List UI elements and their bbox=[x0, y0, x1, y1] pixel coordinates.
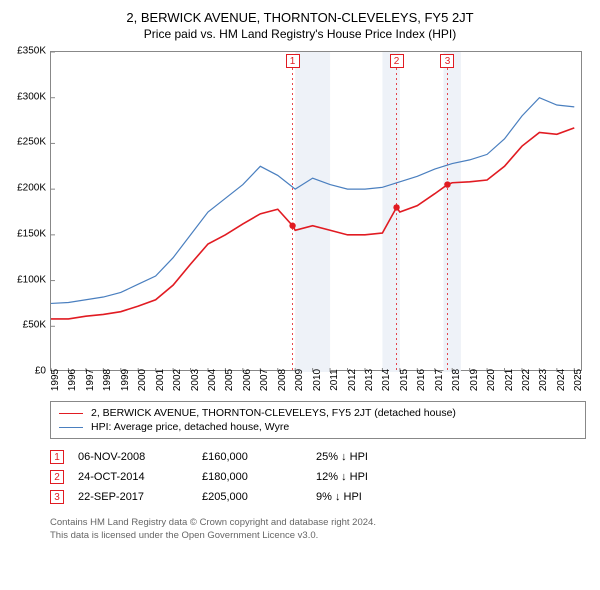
x-tick-label: 2004 bbox=[207, 369, 218, 391]
y-tick-label: £350K bbox=[17, 46, 46, 57]
y-tick-label: £200K bbox=[17, 183, 46, 194]
legend-swatch bbox=[59, 413, 83, 414]
x-tick-label: 2010 bbox=[312, 369, 323, 391]
legend-item: HPI: Average price, detached house, Wyre bbox=[59, 420, 577, 434]
x-tick-label: 2016 bbox=[416, 369, 427, 391]
x-tick-label: 2014 bbox=[381, 369, 392, 391]
event-date: 22-SEP-2017 bbox=[78, 491, 188, 503]
x-tick-label: 2001 bbox=[155, 369, 166, 391]
x-tick-label: 2021 bbox=[504, 369, 515, 391]
x-tick-label: 2008 bbox=[277, 369, 288, 391]
event-row: 1 06-NOV-2008 £160,000 25% ↓ HPI bbox=[50, 447, 586, 467]
y-tick-label: £50K bbox=[23, 320, 46, 331]
legend: 2, BERWICK AVENUE, THORNTON-CLEVELEYS, F… bbox=[50, 401, 586, 439]
legend-swatch bbox=[59, 427, 83, 428]
legend-label: HPI: Average price, detached house, Wyre bbox=[91, 421, 289, 433]
event-marker-3: 3 bbox=[440, 54, 454, 68]
footer-attribution: Contains HM Land Registry data © Crown c… bbox=[50, 517, 586, 543]
x-tick-label: 2025 bbox=[573, 369, 584, 391]
y-tick-label: £0 bbox=[35, 366, 46, 377]
event-date: 24-OCT-2014 bbox=[78, 471, 188, 483]
event-price: £160,000 bbox=[202, 451, 302, 463]
x-tick-label: 2006 bbox=[242, 369, 253, 391]
plot-region: 1 2 3 bbox=[50, 51, 582, 371]
x-tick-label: 1996 bbox=[67, 369, 78, 391]
chart-container: 2, BERWICK AVENUE, THORNTON-CLEVELEYS, F… bbox=[0, 0, 600, 553]
event-hpi: 12% ↓ HPI bbox=[316, 471, 586, 483]
chart-area: 123 £0£50K£100K£150K£200K£250K£300K£350K… bbox=[50, 51, 582, 391]
event-price: £205,000 bbox=[202, 491, 302, 503]
footer-line-1: Contains HM Land Registry data © Crown c… bbox=[50, 517, 586, 530]
y-tick-label: £250K bbox=[17, 137, 46, 148]
event-row: 3 22-SEP-2017 £205,000 9% ↓ HPI bbox=[50, 487, 586, 507]
event-date: 06-NOV-2008 bbox=[78, 451, 188, 463]
event-price: £180,000 bbox=[202, 471, 302, 483]
x-tick-label: 2013 bbox=[364, 369, 375, 391]
x-tick-label: 2011 bbox=[329, 369, 340, 391]
event-row: 2 24-OCT-2014 £180,000 12% ↓ HPI bbox=[50, 467, 586, 487]
chart-title: 2, BERWICK AVENUE, THORNTON-CLEVELEYS, F… bbox=[10, 10, 590, 25]
footer-line-2: This data is licensed under the Open Gov… bbox=[50, 530, 586, 543]
event-number-box: 3 bbox=[50, 490, 64, 504]
x-tick-label: 2019 bbox=[469, 369, 480, 391]
x-tick-label: 2012 bbox=[347, 369, 358, 391]
event-hpi: 25% ↓ HPI bbox=[316, 451, 586, 463]
x-tick-label: 2005 bbox=[224, 369, 235, 391]
x-tick-label: 1999 bbox=[120, 369, 131, 391]
event-marker-1: 1 bbox=[286, 54, 300, 68]
x-tick-label: 2020 bbox=[486, 369, 497, 391]
x-tick-label: 2009 bbox=[294, 369, 305, 391]
legend-item: 2, BERWICK AVENUE, THORNTON-CLEVELEYS, F… bbox=[59, 406, 577, 420]
events-table: 1 06-NOV-2008 £160,000 25% ↓ HPI 2 24-OCT-201… bbox=[50, 447, 586, 507]
event-marker-2: 2 bbox=[390, 54, 404, 68]
x-tick-label: 1997 bbox=[85, 369, 96, 391]
x-tick-label: 2018 bbox=[451, 369, 462, 391]
x-tick-label: 2000 bbox=[137, 369, 148, 391]
x-tick-label: 2015 bbox=[399, 369, 410, 391]
x-tick-label: 2017 bbox=[434, 369, 445, 391]
x-tick-label: 1998 bbox=[102, 369, 113, 391]
x-tick-label: 2007 bbox=[259, 369, 270, 391]
event-number-box: 2 bbox=[50, 470, 64, 484]
legend-label: 2, BERWICK AVENUE, THORNTON-CLEVELEYS, F… bbox=[91, 407, 456, 419]
x-tick-label: 1995 bbox=[50, 369, 61, 391]
x-tick-label: 2002 bbox=[172, 369, 183, 391]
chart-subtitle: Price paid vs. HM Land Registry's House … bbox=[10, 27, 590, 41]
y-tick-label: £300K bbox=[17, 91, 46, 102]
x-tick-label: 2003 bbox=[190, 369, 201, 391]
x-tick-label: 2024 bbox=[556, 369, 567, 391]
event-number-box: 1 bbox=[50, 450, 64, 464]
x-tick-label: 2022 bbox=[521, 369, 532, 391]
event-hpi: 9% ↓ HPI bbox=[316, 491, 586, 503]
y-tick-label: £150K bbox=[17, 228, 46, 239]
y-tick-label: £100K bbox=[17, 274, 46, 285]
x-tick-label: 2023 bbox=[538, 369, 549, 391]
